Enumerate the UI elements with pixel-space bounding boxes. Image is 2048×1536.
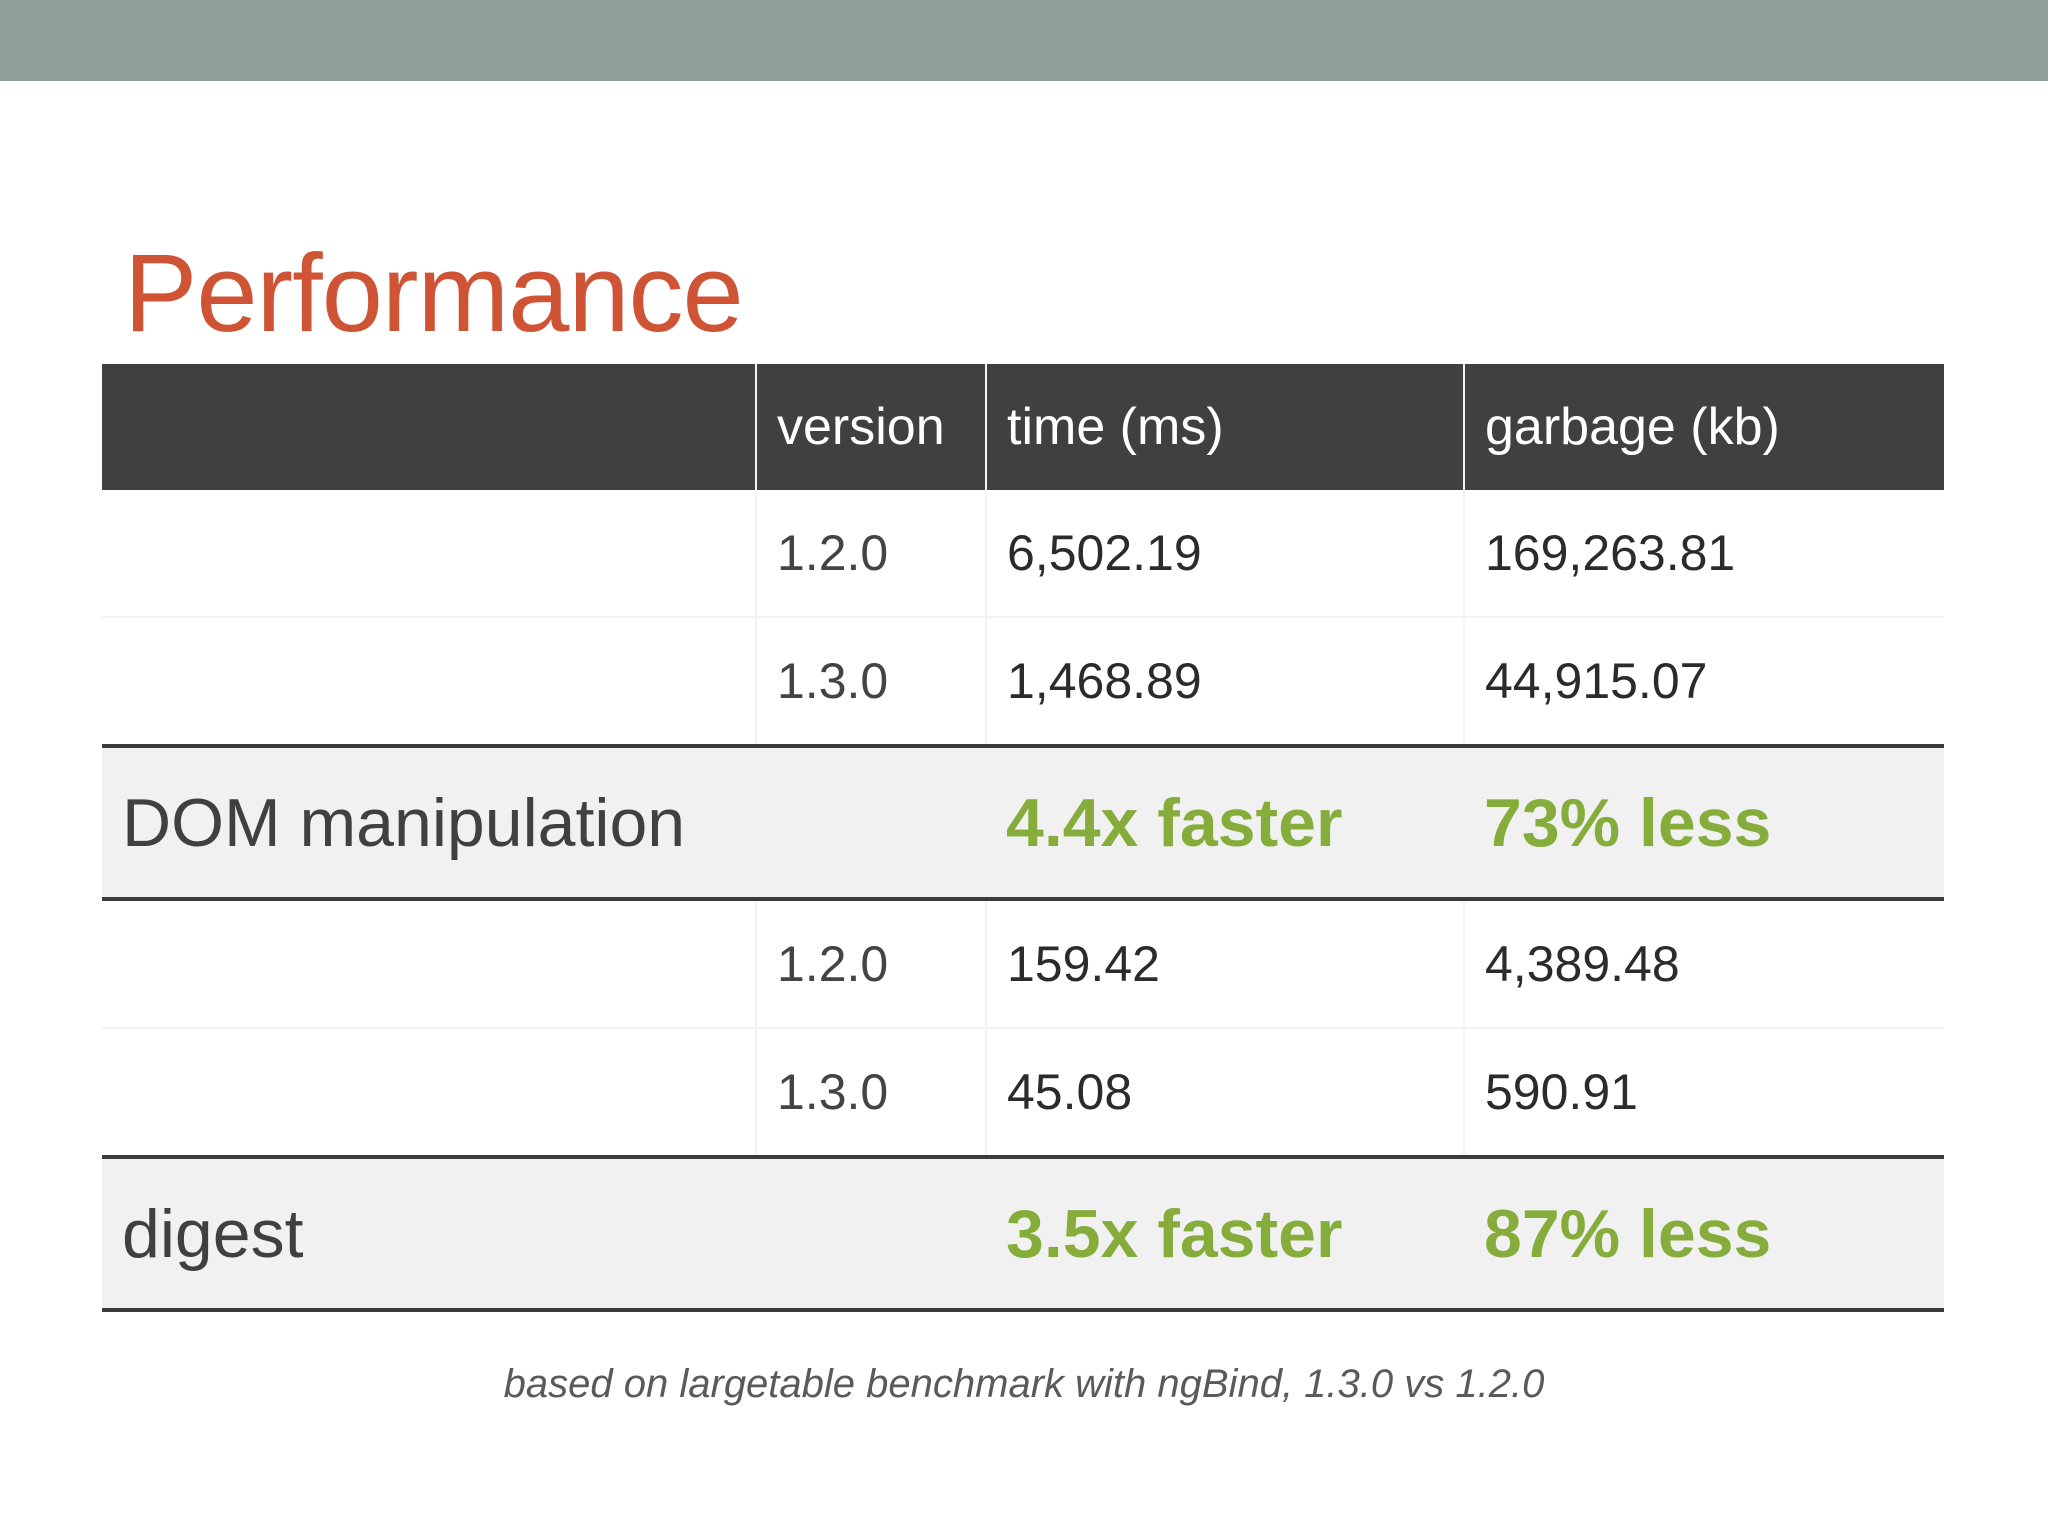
summary-row-dom-manipulation: DOM manipulation 4.4x faster 73% less: [102, 744, 1944, 901]
time-cell: 159.42: [985, 899, 1464, 1029]
header-time: time (ms): [985, 364, 1464, 490]
summary-empty: [756, 744, 986, 901]
performance-table: version time (ms) garbage (kb) 1.2.0 6,5…: [102, 364, 1944, 1312]
garbage-cell: 590.91: [1463, 1028, 1944, 1157]
time-cell: 45.08: [985, 1028, 1464, 1157]
table-row: 1.3.0 45.08 590.91: [102, 1028, 1944, 1157]
table-row: 1.3.0 1,468.89 44,915.07: [102, 617, 1944, 746]
version-cell: 1.3.0: [755, 1028, 986, 1157]
version-cell: 1.2.0: [755, 899, 986, 1029]
time-cell: 6,502.19: [985, 490, 1464, 618]
time-gain: 3.5x faster: [986, 1155, 1464, 1312]
table-row: 1.2.0 6,502.19 169,263.81: [102, 490, 1944, 618]
garbage-cell: 169,263.81: [1463, 490, 1944, 618]
benchmark-label: digest: [102, 1155, 756, 1312]
version-cell: 1.2.0: [755, 490, 986, 618]
summary-empty: [756, 1155, 986, 1312]
garbage-cell: 4,389.48: [1463, 899, 1944, 1029]
footnote: based on largetable benchmark with ngBin…: [503, 1362, 1545, 1406]
header-empty: [102, 364, 756, 490]
summary-row-digest: digest 3.5x faster 87% less: [102, 1155, 1944, 1312]
row-label-empty: [102, 1028, 756, 1157]
time-gain: 4.4x faster: [986, 744, 1464, 901]
table-header-row: version time (ms) garbage (kb): [102, 364, 1944, 490]
garbage-cell: 44,915.07: [1463, 617, 1944, 746]
row-label-empty: [102, 490, 756, 618]
header-version: version: [755, 364, 986, 490]
header-garbage: garbage (kb): [1463, 364, 1944, 490]
time-cell: 1,468.89: [985, 617, 1464, 746]
garbage-gain: 73% less: [1464, 744, 1944, 901]
version-cell: 1.3.0: [755, 617, 986, 746]
garbage-gain: 87% less: [1464, 1155, 1944, 1312]
row-label-empty: [102, 617, 756, 746]
row-label-empty: [102, 899, 756, 1029]
benchmark-label: DOM manipulation: [102, 744, 756, 901]
slide-title: Performance: [124, 231, 744, 355]
top-bar: [0, 0, 2048, 81]
table-row: 1.2.0 159.42 4,389.48: [102, 899, 1944, 1029]
